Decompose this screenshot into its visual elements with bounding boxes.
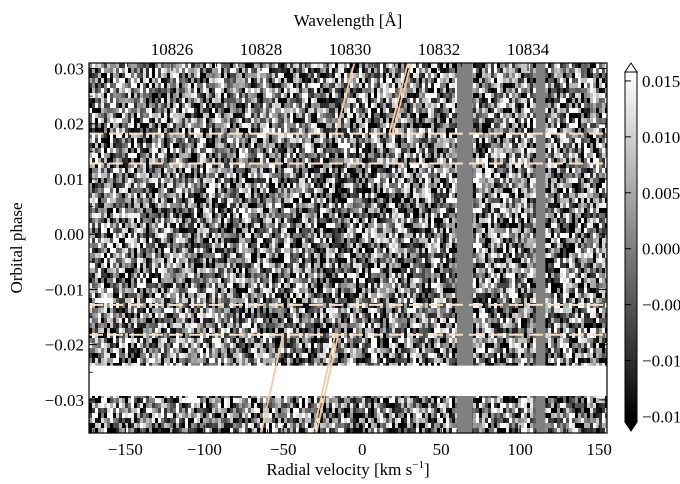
- planet-trail-line: [260, 333, 285, 433]
- colorbar-tick-label: 0.015: [642, 72, 680, 91]
- colorbar-min-extension: [624, 421, 638, 432]
- y-tick-label: 0.01: [54, 170, 84, 189]
- planet-trail-line: [388, 63, 409, 136]
- colorbar-gradient: [625, 72, 637, 422]
- top-axis-title: Wavelength [Å]: [294, 11, 403, 30]
- colorbar-tick-label: −0.015: [642, 407, 680, 426]
- top-tick-label: 10828: [240, 40, 283, 59]
- x-tick-label: 0: [358, 440, 367, 459]
- colorbar-tick-label: 0.005: [642, 184, 680, 203]
- y-tick-label: 0.03: [54, 60, 84, 79]
- y-axis-ticks: −0.03 −0.02 −0.01 0.00 0.01 0.02 0.03: [45, 60, 607, 428]
- x-tick-label: 150: [586, 440, 612, 459]
- top-tick-label: 10830: [329, 40, 372, 59]
- x-tick-label: 100: [507, 440, 533, 459]
- y-tick-label: −0.01: [45, 280, 84, 299]
- planet-trail-line: [391, 63, 413, 136]
- heatmap-area: [89, 63, 607, 433]
- colorbar: −0.015 −0.010 −0.005 0.000 0.005 0.010 0.015: [624, 62, 680, 432]
- planet-trail-lines: [260, 63, 413, 433]
- colorbar-tick-label: −0.005: [642, 296, 680, 315]
- x-tick-label: −50: [270, 440, 297, 459]
- planet-trail-line: [312, 333, 337, 433]
- masked-velocity-band: [456, 63, 473, 433]
- y-axis-title: Orbital phase: [7, 202, 26, 293]
- colorbar-tick-label: −0.010: [642, 351, 680, 370]
- colorbar-max-extension: [624, 62, 638, 73]
- y-tick-label: −0.02: [45, 336, 84, 355]
- x-tick-label: −100: [187, 440, 222, 459]
- top-tick-label: 10826: [151, 40, 194, 59]
- colorbar-tick-label: 0.010: [642, 128, 680, 147]
- top-axis-ticks: 10826 10828 10830 10832 10834: [127, 40, 596, 71]
- x-tick-label: 50: [433, 440, 450, 459]
- top-tick-label: 10834: [507, 40, 550, 59]
- plot-frame: [88, 62, 608, 434]
- planet-trail-line: [334, 63, 356, 136]
- masked-regions: [89, 63, 607, 433]
- y-tick-label: 0.00: [54, 225, 84, 244]
- y-tick-label: −0.03: [45, 391, 84, 410]
- x-axis-ticks: −150 −100 −50 0 50 100 150: [93, 425, 612, 459]
- transit-contact-lines: [89, 132, 607, 336]
- x-tick-label: −150: [108, 440, 143, 459]
- colorbar-ticks: −0.015 −0.010 −0.005 0.000 0.005 0.010 0.015: [625, 72, 680, 426]
- top-tick-label: 10832: [418, 40, 461, 59]
- masked-velocity-band: [535, 63, 546, 433]
- colorbar-frame: [624, 71, 638, 423]
- y-tick-label: 0.02: [54, 115, 84, 134]
- masked-phase-band: [89, 365, 607, 396]
- colorbar-tick-label: 0.000: [642, 240, 680, 259]
- x-axis-title: Radial velocity [km s−1]: [266, 459, 429, 479]
- planet-trail-line: [315, 333, 340, 433]
